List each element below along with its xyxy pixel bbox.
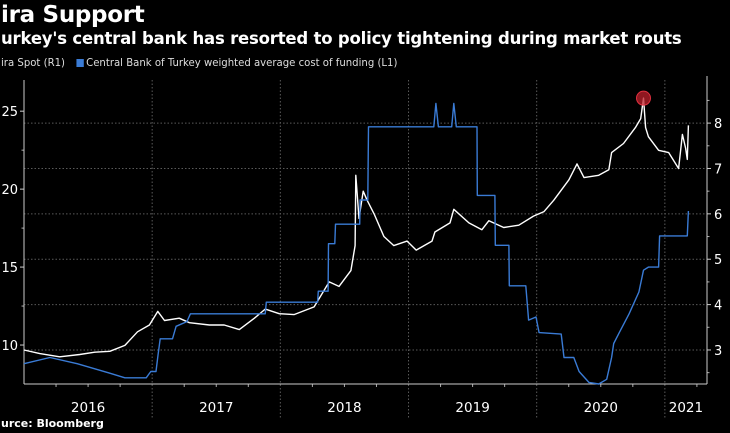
x-axis-tick-label: 2019 [455,400,489,416]
cbrt-funding-line [23,102,690,385]
legend: ira Spot (R1) Central Bank of Turkey wei… [1,56,397,69]
x-axis-tick-label: 2017 [199,400,233,416]
x-axis-tick-label: 2020 [584,400,618,416]
legend-swatch-cbrt [76,58,84,67]
right-axis-tick-label: 3 [714,344,722,359]
left-axis-tick-label: 15 [1,261,18,276]
source-note: urce: Bloomberg [1,417,104,430]
legend-item-lira: ira Spot (R1) [1,56,65,69]
chart-subtitle: urkey's central bank has resorted to pol… [1,29,682,48]
right-axis-tick-label: 5 [714,253,722,268]
legend-item-cbrt: Central Bank of Turkey weighted average … [86,56,398,69]
lira-spot-line [23,97,690,358]
right-axis-tick-label: 4 [714,299,722,314]
peak-marker [635,90,651,106]
left-axis-tick-label: 25 [1,105,18,120]
left-axis-tick-label: 10 [1,339,18,354]
x-axis-tick-label: 2021 [669,400,703,416]
x-axis-tick-label: 2016 [71,400,105,416]
chart-title: ira Support [1,2,145,28]
left-axis-tick-label: 20 [1,183,18,198]
right-axis-tick-label: 6 [714,208,722,223]
right-axis-tick-label: 7 [714,162,722,177]
x-axis-tick-label: 2018 [327,400,361,416]
right-axis-tick-label: 8 [714,117,722,132]
